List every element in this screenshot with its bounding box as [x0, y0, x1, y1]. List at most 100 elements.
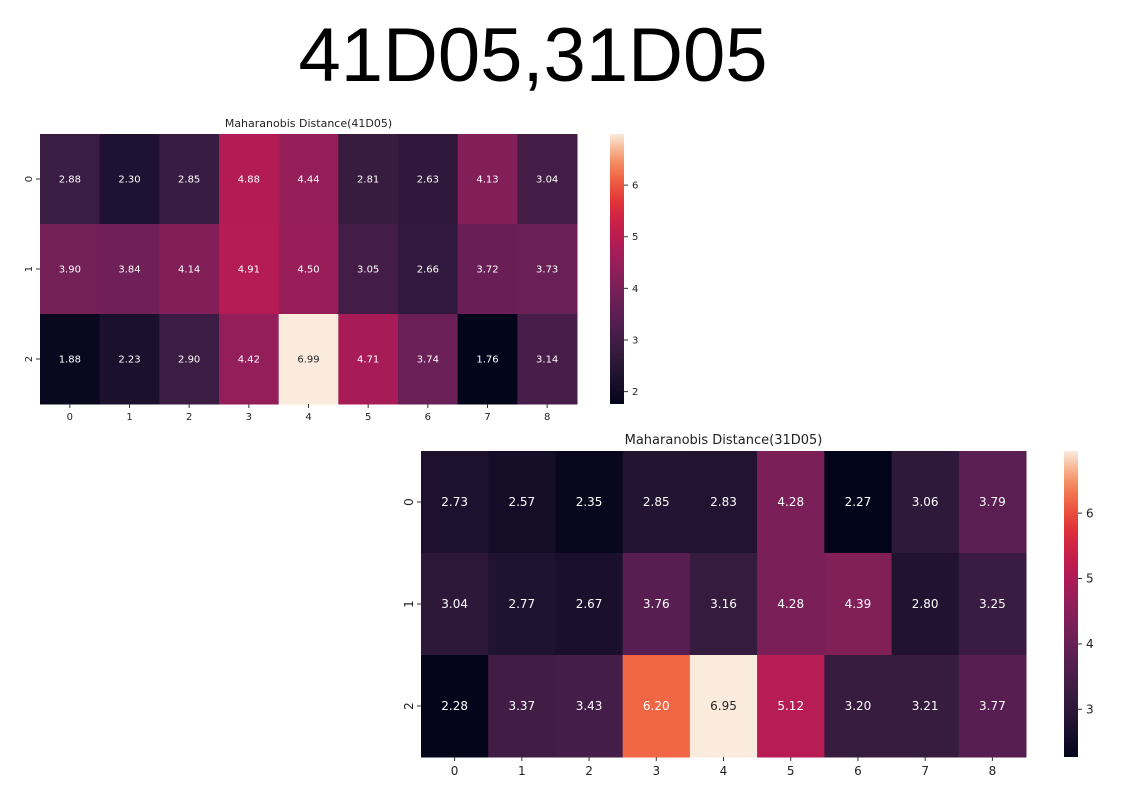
heatmap-cell [958, 451, 1027, 554]
cell-value-label: 4.91 [238, 265, 260, 276]
chart-title: Maharanobis Distance(31D05) [625, 433, 823, 448]
cell-value-label: 2.30 [118, 175, 140, 186]
cell-value-label: 2.73 [441, 495, 468, 509]
heatmap-cell [278, 134, 339, 225]
x-tick-label: 5 [787, 764, 795, 778]
heatmap-cell [555, 451, 624, 554]
x-tick-label: 2 [186, 412, 192, 423]
cell-value-label: 2.83 [710, 495, 737, 509]
x-tick-label: 8 [544, 412, 550, 423]
heatmap-cell [338, 314, 399, 405]
cell-value-label: 4.42 [238, 355, 260, 366]
cell-value-label: 3.25 [979, 597, 1006, 611]
heatmap-cell [278, 314, 339, 405]
cell-value-label: 2.63 [417, 175, 439, 186]
cell-value-label: 3.84 [118, 265, 140, 276]
heatmap-cell [517, 314, 578, 405]
heatmap-cell [689, 655, 758, 758]
colorbar-tick-label: 4 [632, 284, 638, 295]
colorbar [610, 134, 624, 404]
y-tick-label: 0 [24, 176, 35, 182]
x-tick-label: 3 [246, 412, 252, 423]
heatmap-cell [622, 553, 691, 656]
colorbar-tick-label: 3 [632, 335, 638, 346]
colorbar-tick-label: 3 [1086, 702, 1094, 716]
heatmap-cell [421, 655, 489, 758]
cell-value-label: 3.04 [441, 597, 468, 611]
heatmap-cell [159, 314, 220, 405]
cell-value-label: 3.16 [710, 597, 737, 611]
cell-value-label: 3.76 [643, 597, 670, 611]
heatmap-cell [824, 655, 893, 758]
cell-value-label: 2.81 [357, 175, 379, 186]
cell-value-label: 2.80 [912, 597, 939, 611]
y-tick-label: 2 [24, 356, 35, 362]
heatmap-41d05: Maharanobis Distance(41D05) 2.88 2.30 2.85 4… [24, 117, 638, 423]
x-tick-label: 6 [425, 412, 431, 423]
colorbar-tick-label: 2 [632, 387, 638, 398]
cell-value-label: 3.72 [476, 265, 498, 276]
heatmap-cell [824, 553, 893, 656]
heatmap-cell [421, 553, 489, 656]
x-tick-label: 7 [921, 764, 929, 778]
heatmap-cell [757, 451, 825, 554]
cell-value-label: 6.20 [643, 699, 670, 713]
heatmap-cell [689, 451, 758, 554]
cell-value-label: 2.57 [508, 495, 535, 509]
cell-value-label: 4.71 [357, 355, 379, 366]
x-tick-label: 7 [484, 412, 490, 423]
cell-value-label: 5.12 [777, 699, 804, 713]
cell-value-label: 6.99 [297, 355, 319, 366]
heatmap-cell [219, 224, 280, 315]
heatmap-cell [398, 314, 459, 405]
cell-value-label: 3.73 [536, 265, 558, 276]
x-tick-label: 2 [585, 764, 593, 778]
cell-value-label: 3.77 [979, 699, 1006, 713]
cell-value-label: 2.28 [441, 699, 468, 713]
heatmap-cell [159, 134, 220, 225]
x-tick-label: 6 [854, 764, 862, 778]
heatmap-31d05: Maharanobis Distance(31D05) 2.73 2.57 2.35 2… [402, 433, 1094, 778]
cell-value-label: 3.74 [417, 355, 439, 366]
heatmap-cell [219, 314, 280, 405]
y-tick-label: 1 [402, 600, 416, 608]
heatmap-cell [488, 553, 556, 656]
heatmap-cell [555, 553, 624, 656]
cell-value-label: 2.67 [576, 597, 603, 611]
heatmap-cell [517, 134, 578, 225]
cell-value-label: 3.37 [508, 699, 535, 713]
heatmap-cell [40, 224, 101, 315]
cell-value-label: 3.21 [912, 699, 939, 713]
cell-value-label: 1.88 [59, 355, 81, 366]
heatmap-cell [824, 451, 893, 554]
heatmap-cell [757, 655, 825, 758]
x-tick-label: 4 [720, 764, 728, 778]
heatmap-cell [891, 655, 960, 758]
cell-value-label: 4.28 [777, 495, 804, 509]
heatmap-cell [517, 224, 578, 315]
cell-value-label: 2.27 [845, 495, 872, 509]
cell-value-label: 3.04 [536, 175, 558, 186]
colorbar-tick-label: 5 [632, 232, 638, 243]
cell-value-label: 2.77 [508, 597, 535, 611]
colorbar-tick-label: 6 [1086, 506, 1094, 520]
cell-value-label: 3.14 [536, 355, 558, 366]
cell-value-label: 4.44 [297, 175, 319, 186]
cell-value-label: 6.95 [710, 699, 737, 713]
heatmap-cell [338, 224, 399, 315]
cell-value-label: 2.35 [576, 495, 603, 509]
cell-value-label: 3.05 [357, 265, 379, 276]
heatmap-cell [488, 655, 556, 758]
cell-value-label: 2.90 [178, 355, 200, 366]
heatmap-cell [421, 451, 489, 554]
cell-value-label: 1.76 [476, 355, 498, 366]
heatmap-cell [40, 314, 101, 405]
heatmap-cell [958, 553, 1027, 656]
heatmap-cell [398, 134, 459, 225]
heatmap-cell [219, 134, 280, 225]
heatmap-cell [457, 224, 518, 315]
chart-title: Maharanobis Distance(41D05) [225, 117, 392, 130]
colorbar-tick-label: 6 [632, 181, 638, 192]
cell-value-label: 2.66 [417, 265, 439, 276]
